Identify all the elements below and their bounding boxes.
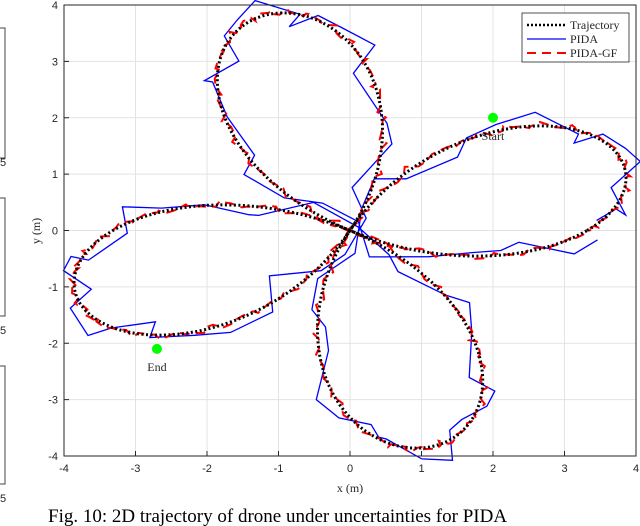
annotation-label: End [147, 360, 166, 374]
plot-frame [63, 4, 637, 457]
x-tick-label: -1 [274, 463, 284, 475]
y-tick-label: -1 [48, 282, 58, 294]
legend-label: Trajectory [570, 18, 620, 32]
annotation-label: Start [482, 129, 505, 143]
fragment-label: 5 [0, 325, 6, 337]
series-lines [62, 0, 640, 461]
legend: Trajectory PIDA PIDA-GF [521, 12, 630, 63]
y-axis-label: y (m) [29, 218, 43, 244]
y-tick-label: 4 [52, 0, 58, 12]
y-tick-label: -2 [48, 338, 58, 350]
x-tick-label: -4 [59, 463, 69, 475]
figure-caption: Fig. 10: 2D trajectory of drone under un… [48, 506, 507, 526]
y-tick-label: 3 [52, 56, 58, 68]
fragment-label: 5 [0, 157, 6, 169]
fragment-label: 5 [0, 493, 6, 505]
fragment-axis [0, 197, 6, 317]
legend-box [521, 12, 630, 63]
x-tick-label: -2 [202, 463, 212, 475]
fragment-axis [0, 27, 6, 159]
grid [63, 4, 637, 457]
series-pida-gf [68, 8, 634, 454]
x-tick-label: 3 [561, 463, 567, 475]
y-tick-label: 0 [52, 226, 58, 238]
x-axis-label: x (m) [337, 481, 363, 495]
series-trajectory [72, 11, 628, 450]
legend-label: PIDA-GF [570, 46, 618, 60]
x-tick-label: 1 [418, 463, 424, 475]
x-tick-label: 4 [633, 463, 639, 475]
y-tick-label: -3 [48, 395, 58, 407]
left-subplot-fragments: 5 5 5 [0, 27, 6, 505]
marker-start [488, 112, 498, 123]
annotations: Start End [147, 112, 505, 374]
x-tick-label: -3 [131, 463, 141, 475]
x-tick-label: 0 [347, 463, 353, 475]
marker-end [151, 343, 162, 354]
y-tick-label: 1 [52, 169, 58, 181]
fragment-axis [0, 365, 6, 485]
y-tick-label: 2 [52, 113, 58, 125]
x-tick-label: 2 [490, 463, 496, 475]
legend-label: PIDA [570, 32, 598, 46]
tick-labels: -4 -3 -2 -1 0 1 2 3 4 -4 -3 -2 -1 0 1 2 3 4 [48, 0, 639, 475]
y-tick-label: -4 [48, 451, 58, 463]
